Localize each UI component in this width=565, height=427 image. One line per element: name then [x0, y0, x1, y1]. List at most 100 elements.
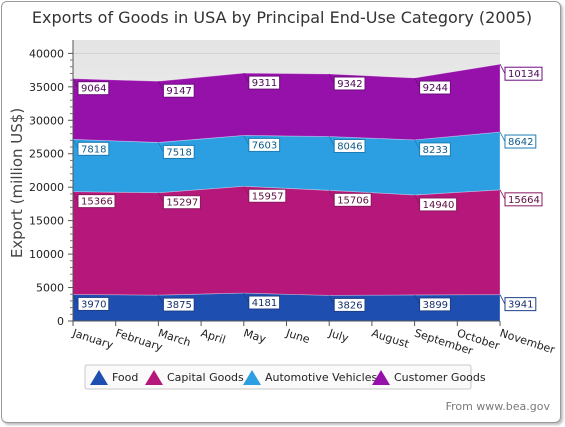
- legend-label: Capital Goods: [167, 371, 244, 384]
- data-label-text: 7818: [81, 144, 106, 155]
- data-label-text: 7518: [166, 147, 191, 158]
- data-label-text: 9147: [166, 86, 191, 97]
- data-label-box: [248, 137, 281, 152]
- data-label-leader: [499, 131, 506, 142]
- data-label-text: 9064: [81, 84, 106, 95]
- data-label-box: [419, 297, 451, 312]
- data-label-box: [333, 192, 372, 207]
- data-label-text: 10134: [508, 69, 540, 80]
- data-label: 15297: [158, 192, 201, 210]
- data-label-leader: [243, 186, 250, 196]
- data-label-leader: [158, 294, 164, 305]
- y-tick-label: 40000: [29, 47, 64, 60]
- data-label: 9342: [328, 73, 366, 91]
- data-label-text: 3826: [337, 300, 362, 311]
- data-label: 3970: [72, 294, 110, 311]
- data-label-box: [419, 197, 458, 212]
- data-label-leader: [72, 191, 79, 202]
- data-label: 9147: [158, 81, 195, 98]
- data-label-text: 8233: [423, 145, 448, 156]
- data-label-leader: [243, 72, 250, 83]
- legend-swatch: [145, 370, 163, 385]
- data-label-leader: [158, 81, 164, 91]
- data-label: 9064: [72, 78, 110, 96]
- data-label-leader: [414, 139, 420, 150]
- data-label-leader: [414, 294, 420, 305]
- x-tick-label: August: [370, 326, 411, 350]
- data-label-box: [333, 297, 366, 312]
- data-label-text: 15706: [337, 195, 369, 206]
- data-label: 15957: [243, 186, 287, 203]
- legend: Food Capital Goods Automotive Vehicles Cust…: [84, 364, 486, 390]
- data-label: 7818: [72, 139, 110, 156]
- x-tick-label: November: [498, 326, 557, 356]
- data-label-box: [333, 76, 366, 91]
- data-label-box: [504, 134, 537, 149]
- y-tick-label: 20000: [29, 181, 64, 194]
- data-label-leader: [328, 295, 335, 306]
- data-label: 9311: [243, 72, 281, 90]
- data-label-box: [162, 195, 201, 210]
- data-label-text: 3941: [508, 300, 533, 311]
- area-series: [72, 63, 501, 322]
- data-label-text: 3875: [166, 300, 191, 311]
- data-label: 15366: [72, 191, 116, 209]
- data-label-text: 9244: [423, 83, 448, 94]
- data-label: 4181: [243, 292, 281, 310]
- data-label: 15706: [328, 190, 372, 207]
- data-label: 3899: [414, 294, 451, 312]
- data-labels: 3970 3875 4181 3826 3899 3941 15366 15297 15957 1…: [72, 64, 543, 312]
- data-label-leader: [243, 135, 250, 146]
- data-label-box: [162, 144, 195, 159]
- data-label-leader: [72, 294, 79, 305]
- data-label: 15664: [499, 189, 543, 207]
- data-label-leader: [243, 292, 250, 303]
- chart-title: Exports of Goods in USA by Principal End…: [32, 8, 532, 27]
- data-label-text: 3970: [81, 299, 106, 310]
- data-label-leader: [499, 294, 506, 305]
- legend-item-food[interactable]: Food: [90, 370, 138, 385]
- legend-item-capital-goods[interactable]: Capital Goods: [145, 370, 244, 385]
- data-label-text: 15664: [508, 195, 540, 206]
- data-label-leader: [72, 78, 79, 89]
- y-axis-title: Export (million US$): [8, 108, 26, 258]
- data-label: 3875: [158, 294, 195, 312]
- y-tick-label: 30000: [29, 114, 64, 127]
- legend-label: Customer Goods: [394, 371, 486, 384]
- data-label-box: [504, 297, 537, 312]
- legend-item-customer-goods[interactable]: Customer Goods: [372, 370, 486, 385]
- legend-label: Food: [112, 371, 138, 384]
- y-tick-label: 15000: [29, 215, 64, 228]
- source-note: From www.bea.gov: [446, 400, 551, 413]
- data-label-text: 9311: [252, 78, 277, 89]
- x-tick-label: February: [114, 326, 165, 354]
- data-label: 9244: [414, 77, 451, 95]
- data-label-box: [162, 297, 195, 312]
- data-label: 8046: [328, 136, 366, 153]
- data-label-text: 15297: [166, 198, 198, 209]
- data-label-text: 8642: [508, 137, 533, 148]
- data-label-leader: [72, 139, 79, 150]
- legend-swatch: [243, 370, 261, 385]
- data-label-leader: [158, 142, 164, 153]
- data-label-text: 3899: [423, 300, 448, 311]
- data-label-box: [248, 188, 287, 203]
- data-label: 7603: [243, 135, 281, 152]
- data-label-leader: [328, 73, 335, 84]
- data-label-box: [248, 75, 281, 90]
- data-label-box: [162, 83, 195, 98]
- legend-label: Automotive Vehicles: [265, 371, 377, 384]
- legend-item-automotive-vehicles[interactable]: Automotive Vehicles: [243, 370, 377, 385]
- data-label-box: [419, 80, 451, 95]
- data-label-leader: [414, 194, 420, 205]
- data-label-leader: [328, 136, 335, 147]
- data-label-text: 14940: [423, 200, 455, 211]
- data-label: 3941: [499, 294, 537, 312]
- data-label-box: [77, 194, 116, 209]
- data-label-box: [504, 192, 543, 207]
- data-label-box: [333, 138, 366, 153]
- x-tick-label: June: [284, 326, 312, 346]
- x-tick-label: May: [242, 326, 268, 346]
- data-label-text: 15957: [252, 191, 284, 202]
